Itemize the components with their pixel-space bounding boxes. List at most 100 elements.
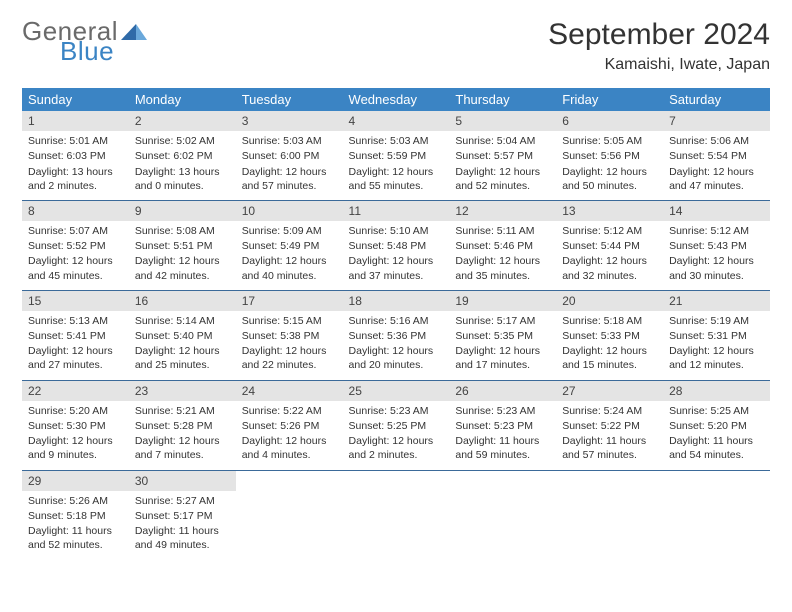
calendar-cell: 21Sunrise: 5:19 AMSunset: 5:31 PMDayligh…	[663, 290, 770, 380]
sunrise-text: Sunrise: 5:09 AM	[242, 224, 337, 238]
calendar-row: 8Sunrise: 5:07 AMSunset: 5:52 PMDaylight…	[22, 200, 770, 290]
sunset-text: Sunset: 5:35 PM	[455, 329, 550, 343]
daylight-text: Daylight: 12 hours and 7 minutes.	[135, 434, 230, 462]
day-number: 28	[663, 381, 770, 401]
day-number: 22	[22, 381, 129, 401]
month-title: September 2024	[548, 18, 770, 52]
day-content: Sunrise: 5:17 AMSunset: 5:35 PMDaylight:…	[449, 311, 556, 380]
day-number: 6	[556, 111, 663, 131]
day-content: Sunrise: 5:12 AMSunset: 5:43 PMDaylight:…	[663, 221, 770, 290]
sunset-text: Sunset: 5:28 PM	[135, 419, 230, 433]
daylight-text: Daylight: 12 hours and 52 minutes.	[455, 165, 550, 193]
logo: General Blue	[22, 18, 147, 64]
sunrise-text: Sunrise: 5:16 AM	[349, 314, 444, 328]
sunrise-text: Sunrise: 5:12 AM	[669, 224, 764, 238]
day-content: Sunrise: 5:25 AMSunset: 5:20 PMDaylight:…	[663, 401, 770, 470]
weekday-header: Sunday	[22, 88, 129, 111]
sunset-text: Sunset: 5:33 PM	[562, 329, 657, 343]
sunset-text: Sunset: 5:38 PM	[242, 329, 337, 343]
day-number: 27	[556, 381, 663, 401]
sunset-text: Sunset: 5:30 PM	[28, 419, 123, 433]
day-content: Sunrise: 5:23 AMSunset: 5:25 PMDaylight:…	[343, 401, 450, 470]
calendar-cell: 10Sunrise: 5:09 AMSunset: 5:49 PMDayligh…	[236, 200, 343, 290]
calendar-row: 29Sunrise: 5:26 AMSunset: 5:18 PMDayligh…	[22, 470, 770, 559]
calendar-cell: 7Sunrise: 5:06 AMSunset: 5:54 PMDaylight…	[663, 111, 770, 200]
daylight-text: Daylight: 11 hours and 57 minutes.	[562, 434, 657, 462]
daylight-text: Daylight: 12 hours and 30 minutes.	[669, 254, 764, 282]
day-content: Sunrise: 5:01 AMSunset: 6:03 PMDaylight:…	[22, 131, 129, 200]
sunset-text: Sunset: 5:23 PM	[455, 419, 550, 433]
sunset-text: Sunset: 5:43 PM	[669, 239, 764, 253]
daylight-text: Daylight: 12 hours and 37 minutes.	[349, 254, 444, 282]
daylight-text: Daylight: 12 hours and 57 minutes.	[242, 165, 337, 193]
sunset-text: Sunset: 5:17 PM	[135, 509, 230, 523]
sunset-text: Sunset: 5:49 PM	[242, 239, 337, 253]
day-number: 25	[343, 381, 450, 401]
calendar-cell: 11Sunrise: 5:10 AMSunset: 5:48 PMDayligh…	[343, 200, 450, 290]
day-content: Sunrise: 5:20 AMSunset: 5:30 PMDaylight:…	[22, 401, 129, 470]
sunrise-text: Sunrise: 5:27 AM	[135, 494, 230, 508]
daylight-text: Daylight: 11 hours and 54 minutes.	[669, 434, 764, 462]
calendar-cell: 19Sunrise: 5:17 AMSunset: 5:35 PMDayligh…	[449, 290, 556, 380]
calendar-cell: 20Sunrise: 5:18 AMSunset: 5:33 PMDayligh…	[556, 290, 663, 380]
sunset-text: Sunset: 5:48 PM	[349, 239, 444, 253]
calendar-cell	[556, 470, 663, 559]
sunset-text: Sunset: 5:18 PM	[28, 509, 123, 523]
sunrise-text: Sunrise: 5:01 AM	[28, 134, 123, 148]
day-content: Sunrise: 5:03 AMSunset: 5:59 PMDaylight:…	[343, 131, 450, 200]
daylight-text: Daylight: 12 hours and 15 minutes.	[562, 344, 657, 372]
day-content: Sunrise: 5:21 AMSunset: 5:28 PMDaylight:…	[129, 401, 236, 470]
day-content: Sunrise: 5:10 AMSunset: 5:48 PMDaylight:…	[343, 221, 450, 290]
sunset-text: Sunset: 5:57 PM	[455, 149, 550, 163]
sunset-text: Sunset: 5:31 PM	[669, 329, 764, 343]
day-number: 16	[129, 291, 236, 311]
daylight-text: Daylight: 12 hours and 25 minutes.	[135, 344, 230, 372]
weekday-header: Monday	[129, 88, 236, 111]
day-number: 1	[22, 111, 129, 131]
day-number: 9	[129, 201, 236, 221]
weekday-header-row: Sunday Monday Tuesday Wednesday Thursday…	[22, 88, 770, 111]
daylight-text: Daylight: 12 hours and 17 minutes.	[455, 344, 550, 372]
sunrise-text: Sunrise: 5:04 AM	[455, 134, 550, 148]
daylight-text: Daylight: 12 hours and 32 minutes.	[562, 254, 657, 282]
day-content: Sunrise: 5:22 AMSunset: 5:26 PMDaylight:…	[236, 401, 343, 470]
daylight-text: Daylight: 12 hours and 27 minutes.	[28, 344, 123, 372]
day-content: Sunrise: 5:27 AMSunset: 5:17 PMDaylight:…	[129, 491, 236, 560]
day-number: 19	[449, 291, 556, 311]
day-content: Sunrise: 5:06 AMSunset: 5:54 PMDaylight:…	[663, 131, 770, 200]
day-content: Sunrise: 5:03 AMSunset: 6:00 PMDaylight:…	[236, 131, 343, 200]
sunrise-text: Sunrise: 5:21 AM	[135, 404, 230, 418]
sunset-text: Sunset: 5:36 PM	[349, 329, 444, 343]
calendar-cell: 2Sunrise: 5:02 AMSunset: 6:02 PMDaylight…	[129, 111, 236, 200]
calendar-cell: 25Sunrise: 5:23 AMSunset: 5:25 PMDayligh…	[343, 380, 450, 470]
sunrise-text: Sunrise: 5:12 AM	[562, 224, 657, 238]
day-number: 3	[236, 111, 343, 131]
calendar-cell: 14Sunrise: 5:12 AMSunset: 5:43 PMDayligh…	[663, 200, 770, 290]
calendar-cell: 13Sunrise: 5:12 AMSunset: 5:44 PMDayligh…	[556, 200, 663, 290]
day-content: Sunrise: 5:02 AMSunset: 6:02 PMDaylight:…	[129, 131, 236, 200]
calendar-cell	[449, 470, 556, 559]
daylight-text: Daylight: 12 hours and 45 minutes.	[28, 254, 123, 282]
sunset-text: Sunset: 6:02 PM	[135, 149, 230, 163]
day-content: Sunrise: 5:26 AMSunset: 5:18 PMDaylight:…	[22, 491, 129, 560]
sunrise-text: Sunrise: 5:18 AM	[562, 314, 657, 328]
sunrise-text: Sunrise: 5:22 AM	[242, 404, 337, 418]
day-content: Sunrise: 5:16 AMSunset: 5:36 PMDaylight:…	[343, 311, 450, 380]
day-content: Sunrise: 5:18 AMSunset: 5:33 PMDaylight:…	[556, 311, 663, 380]
daylight-text: Daylight: 12 hours and 55 minutes.	[349, 165, 444, 193]
calendar-cell: 17Sunrise: 5:15 AMSunset: 5:38 PMDayligh…	[236, 290, 343, 380]
sunrise-text: Sunrise: 5:05 AM	[562, 134, 657, 148]
title-block: September 2024 Kamaishi, Iwate, Japan	[548, 18, 770, 74]
location: Kamaishi, Iwate, Japan	[548, 56, 770, 74]
daylight-text: Daylight: 13 hours and 2 minutes.	[28, 165, 123, 193]
day-number: 23	[129, 381, 236, 401]
sunrise-text: Sunrise: 5:24 AM	[562, 404, 657, 418]
weekday-header: Thursday	[449, 88, 556, 111]
calendar-row: 15Sunrise: 5:13 AMSunset: 5:41 PMDayligh…	[22, 290, 770, 380]
daylight-text: Daylight: 12 hours and 12 minutes.	[669, 344, 764, 372]
day-content: Sunrise: 5:19 AMSunset: 5:31 PMDaylight:…	[663, 311, 770, 380]
calendar-cell: 6Sunrise: 5:05 AMSunset: 5:56 PMDaylight…	[556, 111, 663, 200]
daylight-text: Daylight: 12 hours and 4 minutes.	[242, 434, 337, 462]
day-number: 7	[663, 111, 770, 131]
weekday-header: Tuesday	[236, 88, 343, 111]
